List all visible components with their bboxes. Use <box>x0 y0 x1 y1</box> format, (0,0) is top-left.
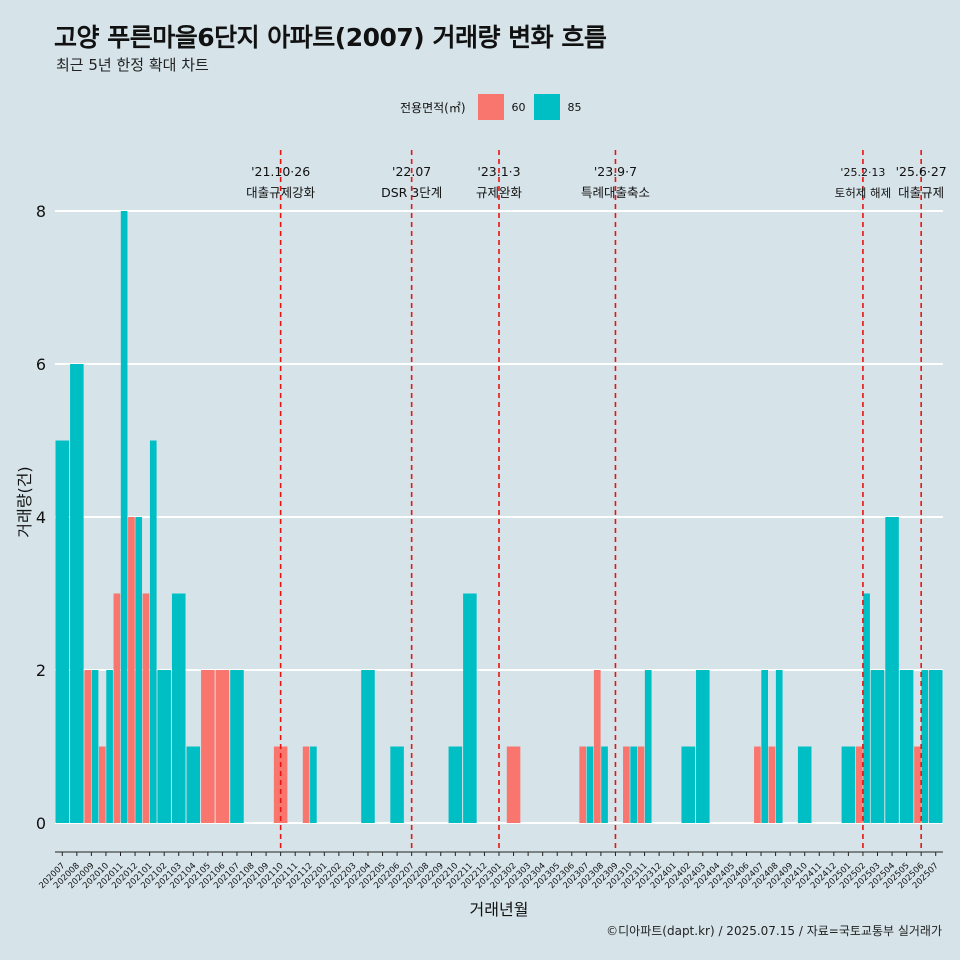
bar-85-202011 <box>120 211 128 823</box>
bar-85-202101 <box>149 440 157 823</box>
bar-60-202010 <box>98 746 106 823</box>
bar-85-202308 <box>601 746 608 823</box>
y-tick-label: 2 <box>36 661 46 680</box>
bar-60-202308 <box>593 670 601 823</box>
bar-85-202407 <box>761 670 769 823</box>
y-tick-label: 6 <box>36 355 46 374</box>
legend-key-60 <box>477 94 504 120</box>
bar-85-202107 <box>230 670 244 823</box>
event-date: '21.10·26 <box>251 164 310 179</box>
bar-60-202311 <box>637 746 645 823</box>
bar-60-202112 <box>302 746 310 823</box>
bar-60-202105 <box>201 670 215 823</box>
bar-85-202410 <box>797 746 812 823</box>
legend-label-60: 60 <box>511 100 526 114</box>
bar-85-202010 <box>106 670 113 823</box>
chart-subtitle: 최근 5년 한정 확대 차트 <box>56 56 209 74</box>
bar-85-202102 <box>157 670 171 823</box>
bar-60-202101 <box>142 593 150 823</box>
bar-85-202503 <box>870 670 885 823</box>
bar-60-202106 <box>215 670 230 823</box>
bar-60-202011 <box>113 593 121 823</box>
bar-85-202504 <box>885 517 899 823</box>
bar-85-202211 <box>463 593 477 823</box>
bar-85-202505 <box>899 670 914 823</box>
chart-title: 고양 푸른마을6단지 아파트(2007) 거래량 변화 흐름 <box>54 23 607 52</box>
bar-85-202206 <box>390 746 404 823</box>
bar-85-202507 <box>928 670 943 823</box>
event-label: DSR 3단계 <box>381 185 442 200</box>
event-label: 특례대출축소 <box>581 185 650 200</box>
source-caption: ©디아파트(dapt.kr) / 2025.07.15 / 자료=국토교통부 실… <box>606 924 942 938</box>
bar-85-202104 <box>186 746 201 823</box>
legend: 전용면적(㎡) 60 85 <box>400 93 584 121</box>
bar-85-202012 <box>135 517 143 823</box>
bar-85-202007 <box>55 440 70 823</box>
bar-60-202302 <box>506 746 521 823</box>
bar-85-202403 <box>696 670 710 823</box>
bar-85-202311 <box>644 670 652 823</box>
x-axis-title: 거래년월 <box>470 900 529 919</box>
event-date: '23.1·3 <box>477 164 520 179</box>
bar-85-202506 <box>921 670 929 823</box>
bar-85-202310 <box>630 746 637 823</box>
y-tick-label: 8 <box>36 202 46 221</box>
event-label: 대출규제 <box>898 185 944 200</box>
bar-60-202407 <box>754 746 761 823</box>
event-date: '22.07 <box>392 164 431 179</box>
bar-85-202204 <box>361 670 375 823</box>
event-date: '25.2·13 <box>840 166 885 179</box>
bar-60-202506 <box>914 746 921 823</box>
event-date: '25.6·27 <box>896 164 947 179</box>
y-axis-title: 거래량(건) <box>15 466 34 537</box>
event-date: '23.9·7 <box>594 164 637 179</box>
bar-85-202402 <box>681 746 696 823</box>
bar-85-202307 <box>586 746 594 823</box>
event-label: 규제완화 <box>476 185 523 200</box>
bar-85-202103 <box>171 593 186 823</box>
y-tick-label: 0 <box>36 814 46 833</box>
bar-85-202210 <box>448 746 463 823</box>
bar-60-202408 <box>768 746 776 823</box>
bar-85-202502 <box>863 593 870 823</box>
bar-60-202502 <box>855 746 863 823</box>
bar-85-202112 <box>310 746 317 823</box>
bar-60-202307 <box>579 746 587 823</box>
bar-60-202012 <box>128 517 135 823</box>
legend-title: 전용면적(㎡) <box>400 100 466 115</box>
legend-key-85 <box>533 94 560 120</box>
bar-85-202008 <box>70 364 84 823</box>
y-tick-label: 4 <box>36 508 46 527</box>
event-label: 토허제 해제 <box>835 186 892 200</box>
event-label: 대출규제강화 <box>246 185 316 200</box>
bar-85-202408 <box>775 670 783 823</box>
legend-label-85: 85 <box>567 100 582 114</box>
bar-60-202310 <box>623 746 630 823</box>
bar-60-202009 <box>84 670 92 823</box>
bar-85-202501 <box>841 746 856 823</box>
bar-85-202009 <box>91 670 99 823</box>
